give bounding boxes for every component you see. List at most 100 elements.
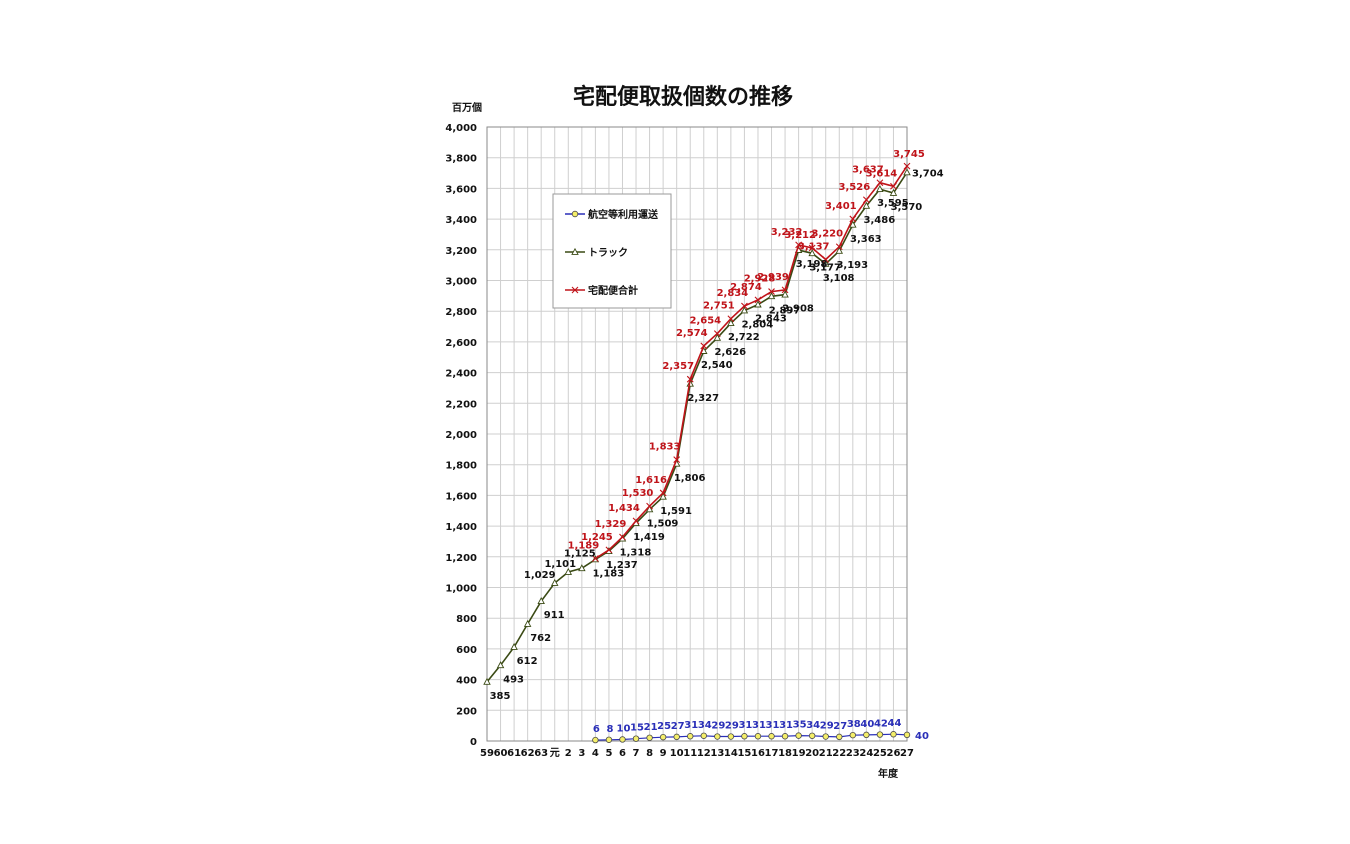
air-data-point (727, 733, 735, 740)
total-data-label: 2,357 (662, 361, 694, 372)
x-tick-label: 12 (697, 748, 711, 759)
truck-data-label: 1,509 (647, 518, 679, 529)
y-tick-label: 2,800 (445, 307, 477, 318)
truck-data-label: 1,029 (524, 570, 556, 581)
air-data-label: 31 (738, 720, 752, 731)
air-data-point (836, 733, 843, 741)
legend-entry-label: 航空等利用運送 (588, 208, 659, 221)
x-tick-label: 7 (633, 748, 640, 759)
total-data-label: 2,574 (676, 328, 708, 339)
truck-data-point (727, 319, 735, 327)
truck-data-label: 1,125 (564, 548, 596, 559)
x-tick-label: 13 (710, 748, 724, 759)
air-data-label: 35 (793, 720, 807, 731)
legend-box (552, 193, 672, 309)
total-data-label: 1,530 (622, 488, 654, 499)
truck-data-label: 2,843 (755, 314, 787, 325)
air-data-point (700, 732, 707, 739)
truck-data-point (537, 597, 545, 605)
truck-data-label: 3,486 (864, 215, 896, 226)
air-data-label: 40 (915, 731, 929, 742)
total-data-label: 1,329 (595, 519, 627, 530)
x-tick-label: 25 (873, 748, 887, 759)
total-data-label: 1,434 (608, 503, 640, 514)
y-axis-unit-label: 百万個 (452, 101, 482, 114)
total-data-label: 3,232 (771, 227, 803, 238)
x-tick-label: 11 (683, 748, 697, 759)
y-tick-label: 200 (456, 706, 477, 717)
truck-data-label: 2,327 (687, 393, 719, 404)
total-data-label: 2,834 (717, 288, 749, 299)
legend-circle-marker (571, 210, 579, 218)
truck-data-point (754, 300, 762, 308)
truck-data-point (821, 259, 830, 267)
x-tick-label: 2 (565, 748, 572, 759)
x-tick-label: 15 (737, 748, 751, 759)
y-tick-label: 0 (470, 737, 477, 748)
truck-data-label: 2,804 (742, 320, 774, 331)
truck-data-label: 1,318 (620, 548, 652, 559)
total-data-point (781, 286, 789, 294)
x-tick-label: 16 (751, 748, 765, 759)
truck-data-point (713, 333, 722, 341)
air-data-label: 38 (847, 719, 861, 730)
plot-area-frame (486, 126, 908, 742)
truck-data-label: 1,591 (660, 506, 692, 517)
total-data-point (835, 243, 843, 251)
truck-data-point (740, 306, 749, 314)
air-data-label: 25 (657, 721, 671, 732)
truck-data-label: 3,177 (809, 262, 841, 273)
x-tick-label: 4 (592, 748, 599, 759)
y-tick-label: 1,400 (445, 522, 477, 533)
total-data-label: 2,939 (757, 272, 789, 283)
truck-data-label: 1,806 (674, 473, 706, 484)
y-tick-label: 1,200 (445, 553, 477, 564)
y-tick-label: 2,600 (445, 338, 477, 349)
x-axis-label: 年度 (878, 767, 899, 780)
air-data-label: 31 (766, 720, 780, 731)
total-data-point (876, 179, 884, 187)
air-data-point (754, 733, 762, 740)
chart-title: 宅配便取扱個数の推移 (573, 84, 793, 110)
y-tick-label: 600 (456, 645, 477, 656)
total-data-label: 3,401 (825, 201, 857, 212)
truck-data-point (510, 642, 518, 650)
x-tick-label: 6 (619, 748, 626, 759)
truck-data-point (903, 168, 911, 176)
total-data-point (849, 215, 857, 223)
truck-data-label: 3,363 (850, 234, 882, 245)
truck-data-point (578, 564, 586, 572)
x-tick-label: 61 (507, 748, 521, 759)
legend-entry-label: 宅配便合計 (588, 284, 638, 297)
air-data-point (849, 731, 857, 739)
total-data-label: 3,745 (893, 149, 925, 160)
air-data-point (687, 733, 694, 740)
total-data-label: 3,220 (811, 229, 843, 240)
axes: 0 200 400 600 800 1,000 1,200 1,400 1,600 1,800 2,… (445, 123, 914, 759)
air-data-point (632, 735, 640, 742)
truck-data-point (835, 246, 844, 254)
total-data-label: 3,637 (852, 165, 884, 176)
air-data-point (781, 733, 789, 740)
total-data-point (727, 315, 735, 323)
total-data-label: 3,137 (798, 241, 830, 252)
truck-data-label: 385 (490, 691, 511, 702)
air-data-label: 40 (860, 719, 874, 730)
truck-data-label: 2,626 (715, 347, 747, 358)
total-data-label: 3,212 (784, 230, 816, 241)
total-data-point (808, 244, 816, 252)
x-tick-label: 3 (578, 748, 585, 759)
total-data-point (713, 330, 721, 337)
total-data-label: 1,833 (649, 442, 681, 453)
air-data-label: 29 (725, 721, 739, 732)
truck-data-label: 2,540 (701, 360, 733, 371)
total-data-point (686, 375, 694, 383)
total-data-point (890, 182, 897, 190)
y-tick-label: 3,200 (445, 246, 477, 257)
total-data-point (768, 288, 775, 295)
total-data-point (646, 502, 653, 510)
truck-data-label: 3,595 (877, 198, 909, 209)
y-tick-label: 2,000 (445, 430, 477, 441)
truck-data-label: 1,183 (593, 568, 625, 579)
